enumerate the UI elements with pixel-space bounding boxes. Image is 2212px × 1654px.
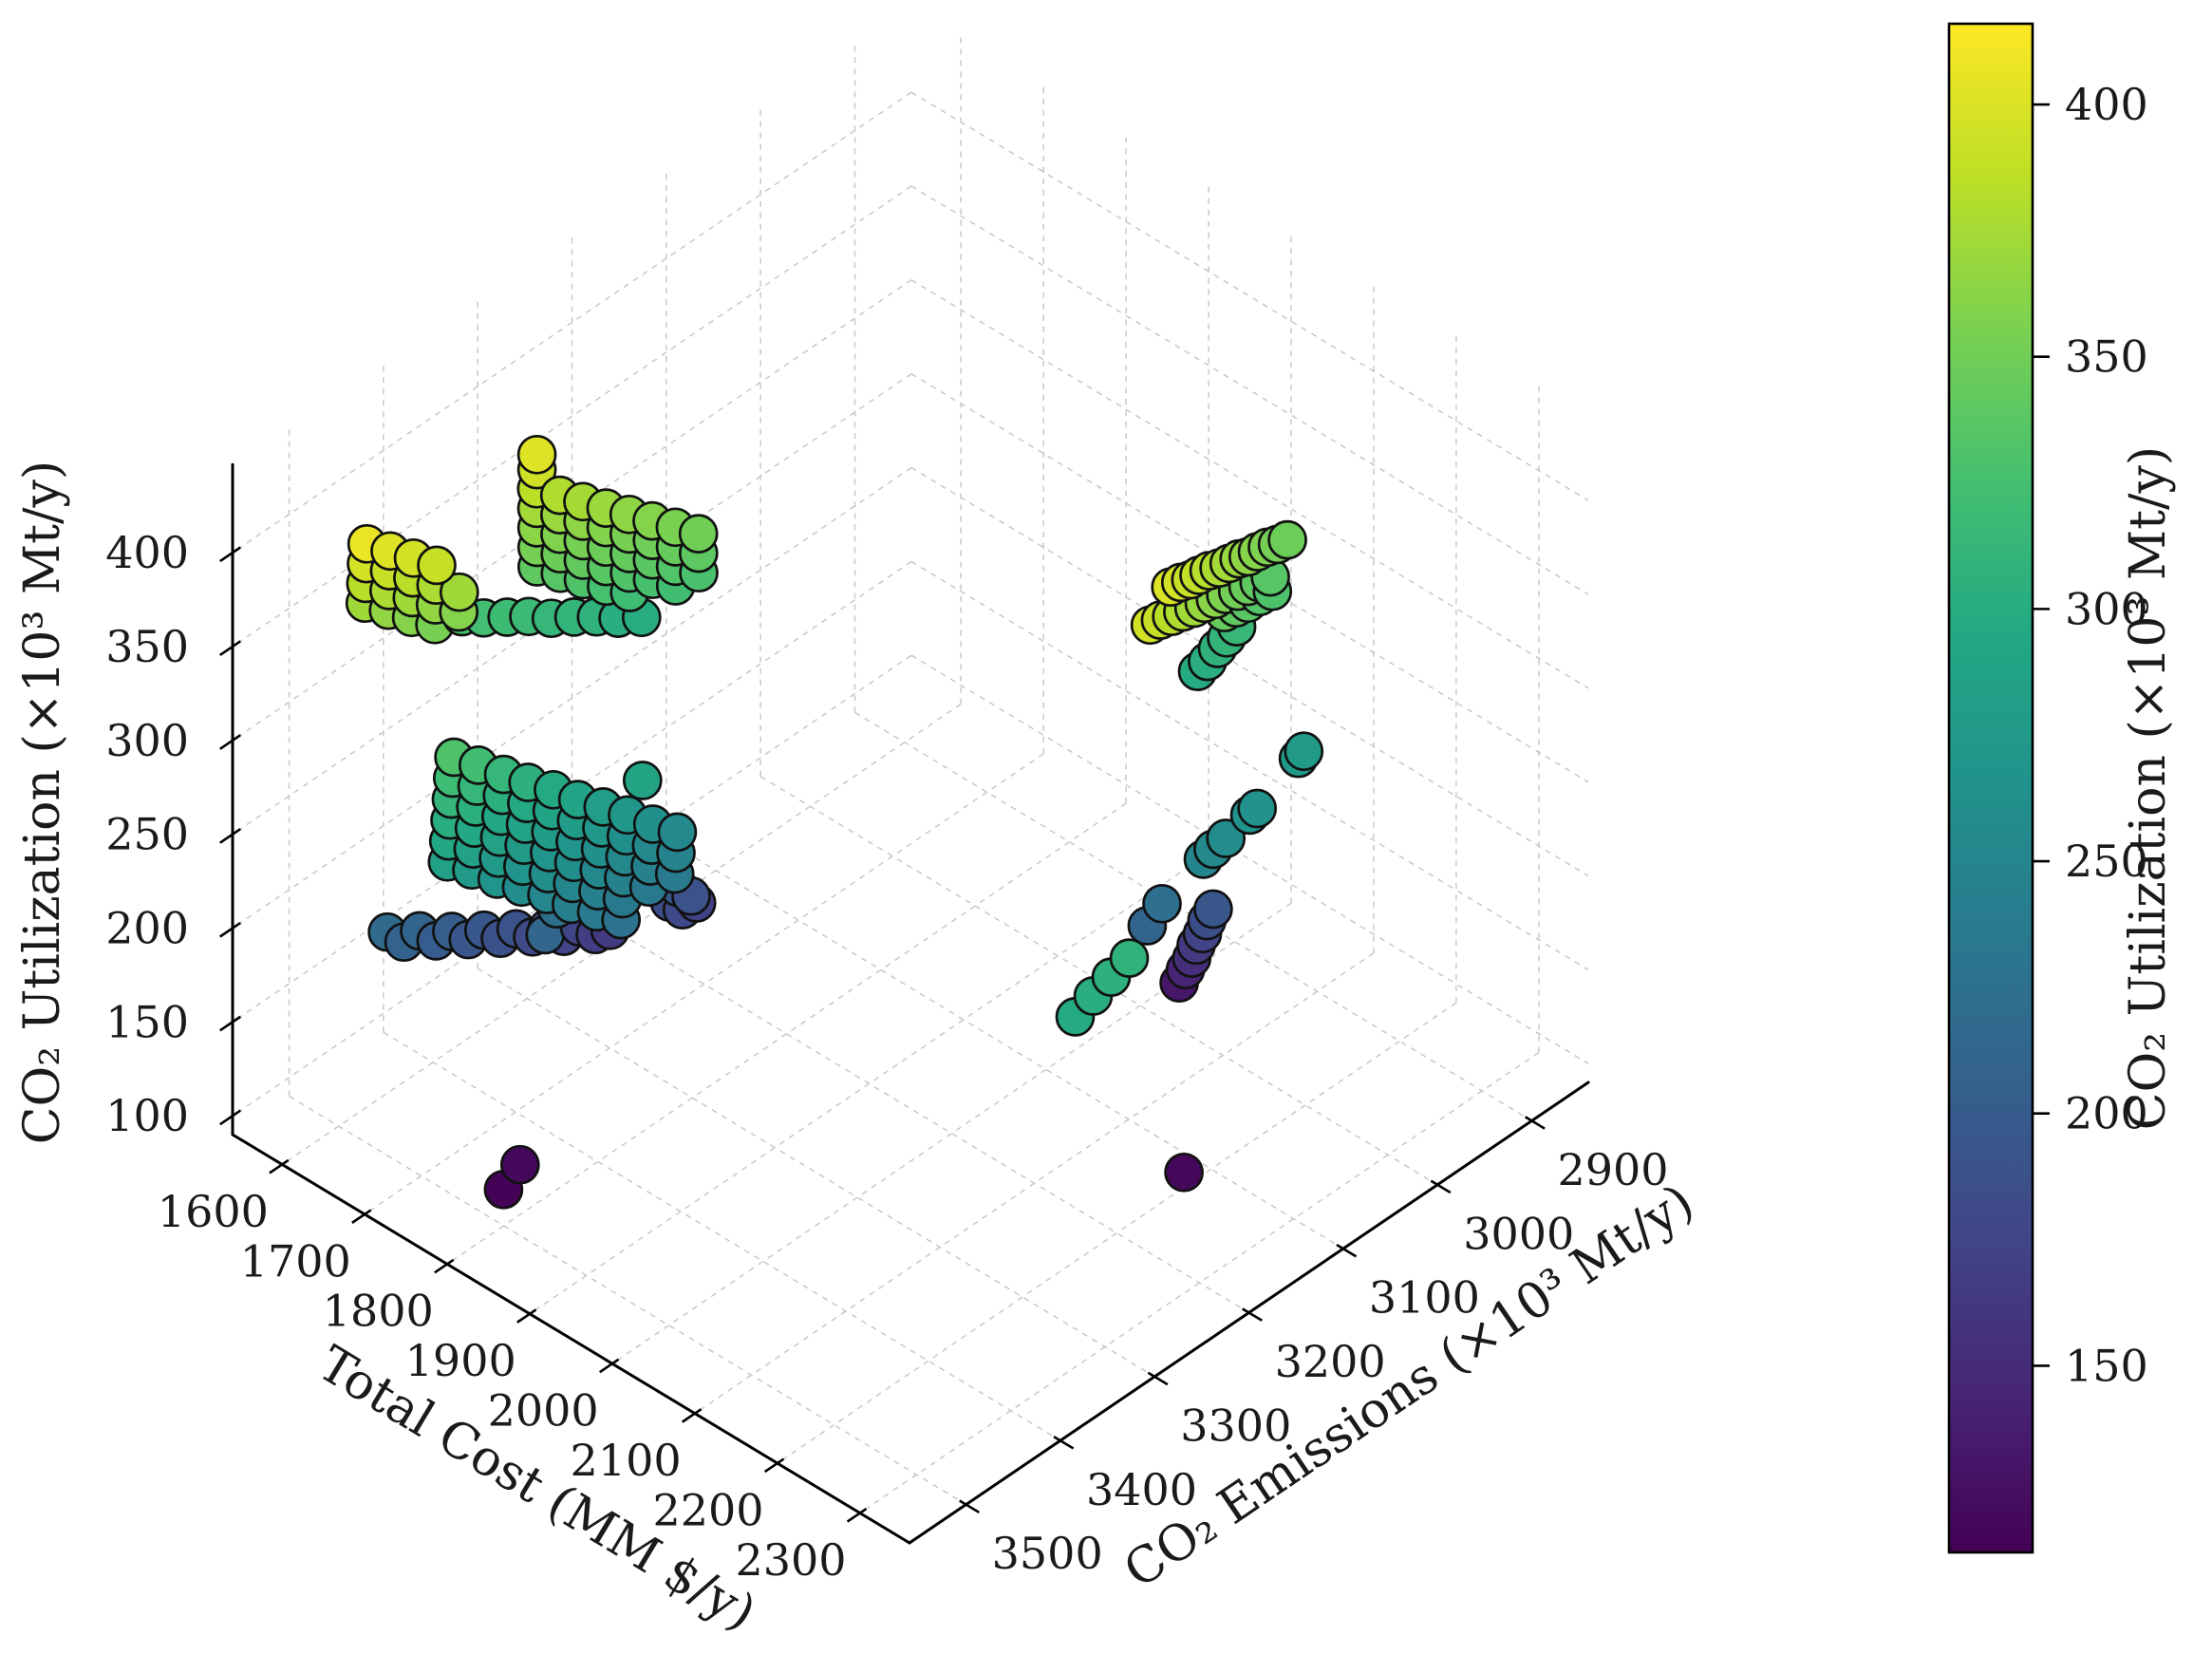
y-tick-label: 2900 <box>1558 1144 1669 1195</box>
data-point <box>1284 731 1324 772</box>
z-tick-label: 200 <box>105 903 189 954</box>
y-tick-label: 3200 <box>1275 1336 1386 1387</box>
data-point <box>1237 788 1278 829</box>
data-point <box>516 434 557 475</box>
data-point <box>1109 938 1150 978</box>
y-tick-label: 3300 <box>1180 1400 1291 1451</box>
data-point <box>1267 519 1307 560</box>
data-point <box>657 812 698 853</box>
y-axis-title: CO₂ Emissions (×10³ Mt/y) <box>1115 1174 1704 1600</box>
x-tick-label: 1900 <box>405 1335 516 1386</box>
data-point <box>1206 818 1247 858</box>
colorbar-gradient <box>1947 22 2034 1554</box>
x-tick-label: 2300 <box>735 1534 846 1586</box>
colorbar-title: CO₂ Utilization (×10³ Mt/y) <box>2120 446 2177 1130</box>
tick-marks <box>219 546 1546 1523</box>
data-point <box>622 761 663 800</box>
data-point <box>678 514 719 554</box>
data-point <box>1142 883 1182 924</box>
y-tick-label: 3400 <box>1086 1464 1197 1515</box>
data-point <box>1164 1152 1204 1193</box>
y-tick-label: 3500 <box>992 1528 1103 1579</box>
z-tick-label: 350 <box>105 621 189 672</box>
colorbar-tick-label: 200 <box>2065 1088 2148 1139</box>
grid-lines <box>232 33 1589 1514</box>
z-tick-label: 250 <box>105 809 189 860</box>
z-tick-label: 100 <box>105 1090 189 1141</box>
data-point <box>439 572 479 612</box>
x-tick-label: 1800 <box>323 1286 434 1337</box>
z-tick-label: 400 <box>105 527 189 578</box>
colorbar-tick-label: 300 <box>2065 583 2148 634</box>
x-tick-label: 2000 <box>488 1385 599 1437</box>
x-tick-label: 2200 <box>653 1484 764 1535</box>
data-points <box>345 434 1324 1210</box>
colorbar-tick-label: 150 <box>2065 1340 2148 1391</box>
data-point <box>417 545 457 586</box>
z-tick-label: 150 <box>105 996 189 1047</box>
data-point <box>1193 889 1233 930</box>
y-tick-label: 3100 <box>1369 1272 1480 1324</box>
data-point <box>499 1144 540 1185</box>
colorbar-tick-label: 400 <box>2065 79 2148 130</box>
z-tick-label: 300 <box>105 715 189 766</box>
colorbar-tick-label: 350 <box>2065 331 2148 383</box>
x-tick-label: 1600 <box>158 1186 269 1237</box>
x-tick-label: 2100 <box>571 1435 682 1486</box>
colorbar-tick-label: 250 <box>2065 836 2148 887</box>
colorbar: 400 350 300 250 200 150 CO₂ Utilization (×10³ … <box>1947 22 2177 1554</box>
y-tick-label: 3000 <box>1463 1208 1574 1259</box>
x-tick-label: 1700 <box>240 1235 351 1287</box>
z-axis-title: CO₂ Utilization (×10³ Mt/y) <box>14 460 71 1144</box>
